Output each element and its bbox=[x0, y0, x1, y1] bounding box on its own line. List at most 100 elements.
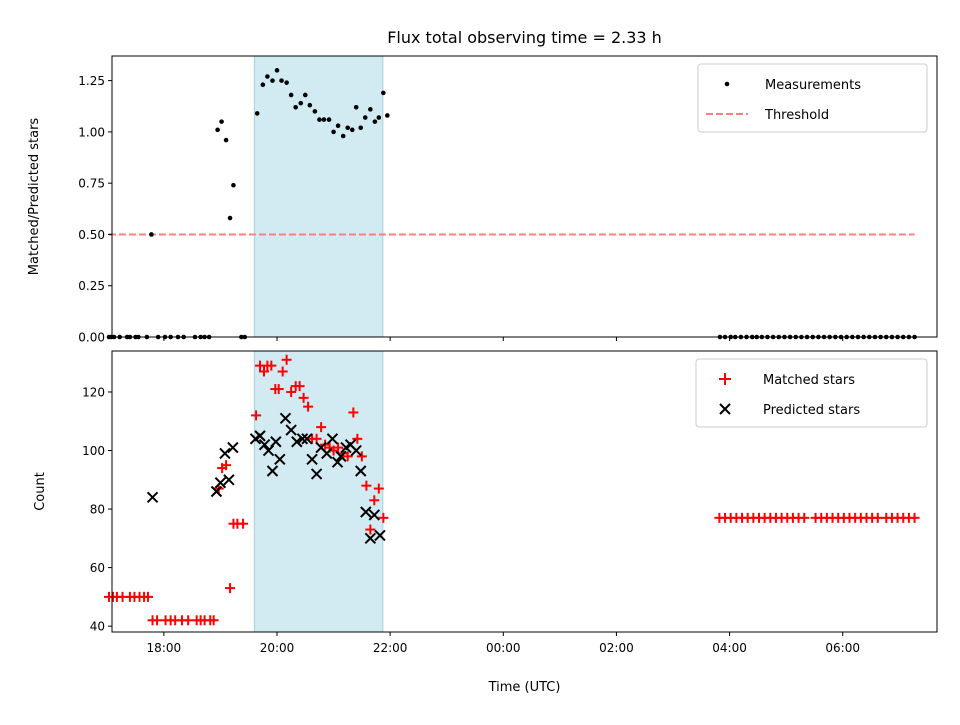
matched-star-point bbox=[799, 512, 810, 523]
top-xticks bbox=[163, 337, 844, 341]
predicted-star-stroke-b bbox=[331, 456, 344, 468]
legend-matched-label: Matched stars bbox=[763, 373, 855, 388]
matched-star-point bbox=[298, 392, 309, 403]
predicted-star-stroke-b bbox=[258, 438, 271, 451]
predicted-star-stroke-b bbox=[306, 453, 318, 466]
bottom-xtick-label: 20:00 bbox=[260, 641, 295, 655]
measurement-point bbox=[317, 117, 322, 122]
predicted-star-point bbox=[335, 450, 347, 463]
top-ytick-label: 0.50 bbox=[78, 228, 105, 242]
predicted-star-point bbox=[285, 424, 297, 436]
predicted-star-point bbox=[262, 444, 275, 457]
measurement-point bbox=[215, 127, 220, 133]
matched-star-point bbox=[333, 442, 344, 453]
matched-star-point bbox=[225, 583, 236, 594]
bottom-legend-box bbox=[695, 358, 928, 428]
predicted-star-stroke-b bbox=[254, 430, 266, 442]
measurement-point bbox=[302, 92, 308, 98]
matched-star-point bbox=[365, 524, 376, 535]
predicted-star-stroke-b bbox=[301, 433, 313, 445]
bottom-ytick-label: 60 bbox=[90, 561, 105, 575]
predicted-star-stroke-b bbox=[262, 444, 275, 457]
measurement-point bbox=[349, 127, 355, 133]
bottom-plot-frame bbox=[111, 350, 938, 633]
matched-star-point bbox=[238, 518, 249, 529]
predicted-star-point bbox=[146, 491, 159, 504]
matched-star-point bbox=[286, 386, 297, 397]
predicted-star-point bbox=[374, 529, 386, 542]
predicted-star-stroke-b bbox=[291, 436, 303, 448]
matched-star-point bbox=[342, 451, 353, 462]
measurement-point bbox=[358, 125, 364, 131]
predicted-star-point bbox=[306, 453, 318, 466]
matched-star-point bbox=[373, 483, 384, 494]
bottom-points-layer bbox=[103, 354, 920, 626]
top-legend: Measurements Threshold bbox=[697, 63, 928, 133]
predicted-star-stroke-b bbox=[310, 468, 323, 480]
matched-star-point bbox=[909, 512, 920, 523]
predicted-star-stroke-b bbox=[364, 532, 377, 545]
measurement-point bbox=[270, 78, 275, 83]
predicted-star-point bbox=[210, 485, 223, 498]
measurement-point bbox=[372, 119, 378, 124]
top-plot-frame bbox=[111, 55, 938, 338]
matched-star-point bbox=[208, 615, 219, 626]
measurement-point bbox=[353, 104, 359, 110]
predicted-star-stroke-b bbox=[344, 438, 357, 451]
legend-matched-marker bbox=[719, 373, 731, 385]
measurement-point bbox=[331, 129, 336, 135]
predicted-star-point bbox=[364, 532, 377, 545]
bottom-ytick-label: 40 bbox=[90, 620, 105, 634]
top-ytick-label: 0.00 bbox=[78, 331, 105, 345]
matched-star-point bbox=[378, 512, 389, 523]
measurement-point bbox=[149, 232, 154, 237]
matched-star-point bbox=[316, 422, 327, 433]
predicted-star-stroke-b bbox=[274, 453, 286, 466]
matched-star-point bbox=[348, 407, 359, 418]
matched-star-point bbox=[266, 360, 277, 371]
measurement-point bbox=[279, 78, 284, 83]
predicted-star-point bbox=[296, 433, 309, 445]
matched-star-point bbox=[251, 410, 262, 421]
predicted-star-point bbox=[321, 447, 333, 460]
matched-star-point bbox=[303, 401, 314, 412]
bottom-xtick-label: 18:00 bbox=[147, 641, 182, 655]
bottom-shaded-span bbox=[253, 350, 384, 633]
top-legend-box bbox=[697, 63, 928, 133]
predicted-star-point bbox=[355, 465, 367, 477]
legend-predicted-label: Predicted stars bbox=[763, 403, 860, 418]
bottom-ytick-label: 120 bbox=[82, 385, 105, 399]
top-ytick-label: 0.25 bbox=[78, 279, 105, 293]
predicted-star-point bbox=[350, 444, 362, 457]
predicted-star-point bbox=[291, 436, 303, 448]
bottom-xtick-label: 00:00 bbox=[486, 641, 521, 655]
bottom-ylabel: Count bbox=[33, 472, 48, 511]
measurement-point bbox=[345, 125, 351, 131]
predicted-star-point bbox=[219, 447, 231, 460]
predicted-star-stroke-b bbox=[368, 509, 381, 521]
predicted-star-point bbox=[279, 412, 292, 425]
bottom-xtick-label: 22:00 bbox=[373, 641, 408, 655]
predicted-star-point bbox=[331, 456, 344, 468]
legend-measurements-marker bbox=[724, 81, 730, 87]
predicted-star-stroke-b bbox=[214, 477, 227, 489]
matched-star-point bbox=[294, 381, 305, 392]
predicted-star-stroke-b bbox=[355, 465, 367, 477]
legend-threshold-label: Threshold bbox=[764, 108, 829, 123]
top-ylabel: Matched/Predicted stars bbox=[27, 118, 42, 276]
measurement-point bbox=[312, 109, 318, 114]
measurement-point bbox=[376, 115, 382, 120]
measurement-point bbox=[231, 182, 236, 188]
predicted-star-point bbox=[254, 430, 266, 442]
matched-star-point bbox=[143, 591, 154, 602]
bottom-panel: 40 60 80 100 120 18:00 20:00 22:00 00:00 02:00 04… bbox=[33, 350, 938, 695]
measurement-point bbox=[265, 74, 270, 79]
predicted-star-point bbox=[223, 474, 235, 486]
predicted-star-stroke-b bbox=[219, 447, 231, 460]
top-ytick-label: 1.25 bbox=[78, 74, 105, 88]
measurement-point bbox=[274, 68, 280, 73]
predicted-star-point bbox=[301, 433, 313, 445]
predicted-star-point bbox=[227, 441, 239, 454]
predicted-star-stroke-b bbox=[285, 424, 297, 436]
predicted-star-stroke-b bbox=[146, 491, 159, 504]
